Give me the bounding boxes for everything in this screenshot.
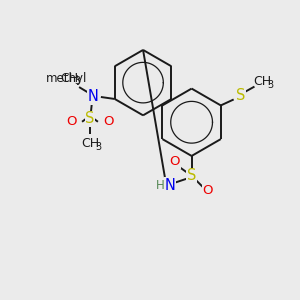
Text: O: O xyxy=(169,155,180,168)
Text: S: S xyxy=(85,111,95,126)
Text: S: S xyxy=(236,88,245,103)
Text: N: N xyxy=(88,89,98,104)
Text: S: S xyxy=(187,168,196,183)
Text: O: O xyxy=(66,115,76,128)
Text: H: H xyxy=(155,179,164,192)
Text: O: O xyxy=(103,115,114,128)
Text: 3: 3 xyxy=(74,76,80,86)
Text: O: O xyxy=(202,184,213,197)
Text: methyl: methyl xyxy=(46,72,87,85)
Text: 3: 3 xyxy=(267,80,273,90)
Text: CH: CH xyxy=(60,72,78,85)
Text: CH: CH xyxy=(81,137,99,150)
Text: 3: 3 xyxy=(95,142,101,152)
Text: N: N xyxy=(164,178,175,193)
Text: CH: CH xyxy=(253,75,272,88)
